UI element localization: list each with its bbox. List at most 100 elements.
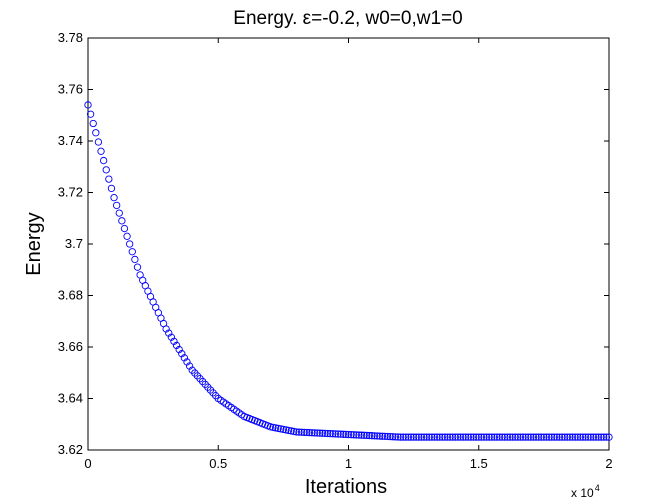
data-point <box>324 429 332 438</box>
data-point <box>274 424 282 433</box>
data-point <box>331 430 340 438</box>
data-point <box>373 432 381 440</box>
y-axis: 3.62 3.64 3.66 3.68 3.7 3.72 3.74 3.76 3.78 <box>58 30 609 457</box>
data-point <box>537 433 545 441</box>
y-tick: 3.7 <box>65 236 609 251</box>
data-point <box>308 429 316 437</box>
data-point <box>180 354 189 362</box>
data-point <box>514 433 522 441</box>
data-point <box>183 358 191 366</box>
data-point <box>386 432 394 441</box>
data-point <box>329 430 337 438</box>
data-point <box>542 433 551 441</box>
data-point <box>449 433 457 441</box>
data-point <box>553 433 561 441</box>
data-point <box>94 138 103 146</box>
x-axis-multiplier: x 104 <box>571 483 600 500</box>
x-tick-label: 0.5 <box>209 456 227 471</box>
data-point <box>561 433 569 441</box>
y-tick: 3.62 <box>58 442 609 457</box>
x-multiplier-base: x 10 <box>571 486 594 500</box>
data-point <box>555 433 564 441</box>
data-point <box>310 429 319 437</box>
data-point <box>105 175 113 183</box>
data-point <box>383 432 392 441</box>
data-point <box>284 426 293 435</box>
data-point <box>92 129 100 137</box>
data-point <box>300 428 308 437</box>
data-point <box>417 433 426 441</box>
data-point <box>581 433 590 441</box>
data-point <box>422 433 431 441</box>
data-point <box>602 433 611 441</box>
data-point <box>600 433 608 441</box>
data-point <box>467 433 475 441</box>
data-point <box>441 433 449 441</box>
data-point <box>305 428 314 437</box>
data-point <box>394 433 402 441</box>
data-point <box>469 433 478 441</box>
data-point <box>162 325 170 333</box>
y-tick-label: 3.68 <box>58 288 83 303</box>
data-point <box>511 433 519 441</box>
data-point <box>498 433 506 441</box>
data-point <box>425 433 433 441</box>
data-point <box>313 429 321 437</box>
data-point <box>279 425 288 434</box>
data-point <box>527 433 535 441</box>
data-point <box>451 433 459 441</box>
data-point <box>550 433 558 441</box>
data-point <box>516 433 525 441</box>
data-point <box>396 433 405 441</box>
data-point <box>446 433 454 441</box>
data-point <box>495 433 504 441</box>
x-tick-label: 1 <box>345 456 352 471</box>
data-point <box>363 431 371 440</box>
data-point <box>529 433 538 441</box>
x-tick: 2 <box>605 38 613 471</box>
data-point <box>485 433 493 441</box>
data-point <box>430 433 439 441</box>
data-point <box>597 433 605 441</box>
data-point <box>303 428 311 437</box>
data-point <box>185 362 194 370</box>
data-point <box>316 429 324 437</box>
x-axis: 0 0.5 1 1.5 2 <box>84 38 613 471</box>
data-point <box>370 432 379 440</box>
data-point <box>477 433 486 441</box>
data-point <box>120 224 129 233</box>
data-point <box>175 345 183 354</box>
x-tick-label: 0 <box>84 456 91 471</box>
data-point <box>443 433 452 441</box>
data-point <box>266 423 274 431</box>
data-point <box>297 428 306 436</box>
data-point <box>472 433 480 441</box>
data-point <box>365 431 373 440</box>
x-multiplier-exponent: 4 <box>595 483 600 493</box>
data-point <box>475 433 483 441</box>
data-series <box>84 101 613 441</box>
data-point <box>488 433 496 441</box>
y-tick: 3.76 <box>58 82 609 97</box>
data-point <box>344 430 353 439</box>
data-point <box>584 433 592 441</box>
data-point <box>86 110 95 118</box>
data-point <box>428 433 436 441</box>
data-point <box>110 193 118 202</box>
data-point <box>368 432 376 440</box>
y-tick-label: 3.76 <box>58 82 83 97</box>
data-point <box>438 433 446 441</box>
data-point <box>165 329 173 337</box>
data-point <box>389 433 397 441</box>
y-tick-label: 3.74 <box>58 133 83 148</box>
data-point <box>290 427 298 436</box>
y-tick: 3.78 <box>58 30 609 45</box>
data-point <box>524 433 532 441</box>
data-point <box>579 433 587 441</box>
data-point <box>107 184 116 193</box>
data-point <box>402 433 410 441</box>
data-point <box>113 201 121 210</box>
x-axis-label: Iterations <box>305 476 387 498</box>
data-point <box>436 433 444 441</box>
data-point <box>456 433 465 441</box>
